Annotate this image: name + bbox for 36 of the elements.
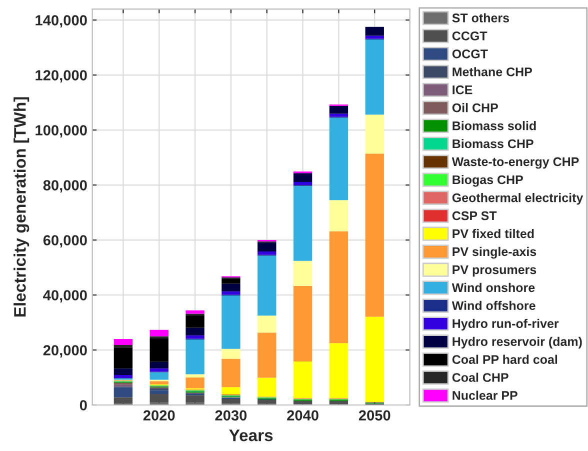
x-tick-label: 2030 bbox=[215, 410, 247, 421]
legend-label: Biomass solid bbox=[452, 121, 536, 130]
y-tick-label: 140,000 bbox=[36, 15, 87, 28]
legend-label: Nuclear PP bbox=[452, 390, 518, 400]
y-tick-label: 120,000 bbox=[36, 70, 87, 83]
legend-label: Methane CHP bbox=[452, 67, 532, 76]
legend-label: Oil CHP bbox=[452, 103, 498, 112]
y-tick-label: 80,000 bbox=[43, 180, 87, 193]
y-tick-label: 100,000 bbox=[36, 125, 87, 138]
legend-label: Coal PP hard coal bbox=[452, 354, 558, 364]
legend-label: CSP ST bbox=[452, 211, 497, 220]
x-tick-label: 2040 bbox=[287, 410, 318, 421]
x-tick-label: 2050 bbox=[358, 410, 390, 421]
legend-label: PV fixed tilted bbox=[452, 228, 534, 238]
legend-label: Waste-to-energy CHP bbox=[452, 157, 579, 169]
y-tick-label: 40,000 bbox=[43, 290, 87, 303]
legend-label: OCGT bbox=[452, 49, 488, 58]
y-tick-label: 0 bbox=[80, 400, 87, 410]
legend-label: ICE bbox=[452, 85, 472, 94]
legend-label: Hydro reservoir (dam) bbox=[452, 336, 582, 348]
legend-label: Coal CHP bbox=[452, 372, 508, 382]
legend-label: CCGT bbox=[452, 32, 488, 40]
x-tick-label: 2020 bbox=[143, 410, 175, 421]
x-axis-title: Years bbox=[229, 430, 273, 442]
legend-label: Biomass CHP bbox=[452, 138, 534, 148]
legend-label: PV prosumers bbox=[452, 265, 536, 277]
legend-label: Wind offshore bbox=[452, 300, 536, 310]
legend-label: PV single-axis bbox=[452, 246, 536, 259]
y-axis-title: Electricity generation [TWh] bbox=[14, 97, 30, 317]
legend-label: Biogas CHP bbox=[452, 174, 523, 187]
y-tick-label: 60,000 bbox=[43, 235, 87, 248]
legend-label: ST others bbox=[452, 13, 509, 22]
y-tick-label: 20,000 bbox=[43, 345, 87, 358]
legend-label: Geothermal electricity bbox=[452, 193, 584, 205]
legend-label: Wind onshore bbox=[452, 282, 535, 292]
legend-label: Hydro run-of-river bbox=[452, 318, 559, 330]
